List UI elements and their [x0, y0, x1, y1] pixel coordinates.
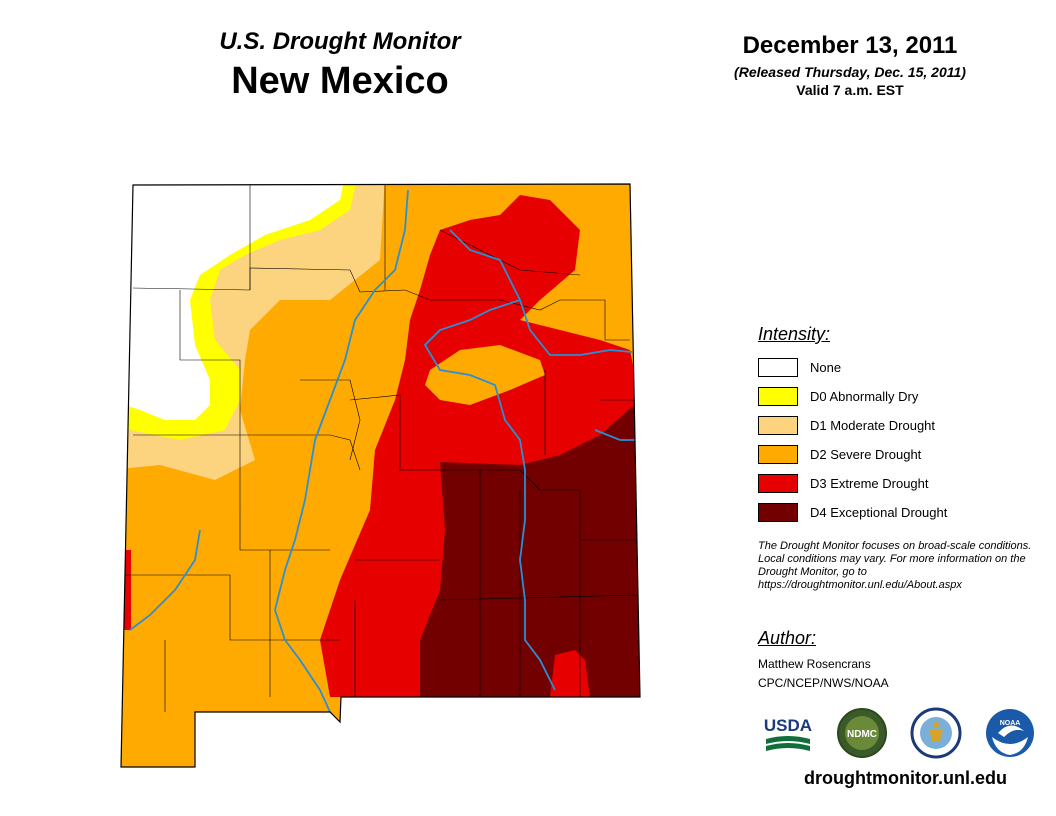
rivers — [129, 189, 638, 713]
legend-rows: None D0 Abnormally Dry D1 Moderate Drought… — [758, 353, 1038, 527]
legend-swatch — [758, 474, 798, 493]
legend-swatch — [758, 416, 798, 435]
site-url: droughtmonitor.unl.edu — [804, 768, 1007, 788]
state-outline — [120, 183, 641, 768]
legend-label: D2 Severe Drought — [810, 447, 922, 462]
zone-d4 — [420, 400, 640, 697]
legend-label: D1 Moderate Drought — [810, 418, 936, 433]
drought-map — [120, 183, 641, 768]
legend-item: None — [758, 353, 1038, 382]
svg-text:NOAA: NOAA — [1000, 720, 1021, 727]
author-org: CPC/NCEP/NWS/NOAA — [758, 676, 889, 690]
county-lines — [125, 185, 640, 712]
legend-swatch — [758, 358, 798, 377]
legend-swatch — [758, 445, 798, 464]
state-title: New Mexico — [231, 60, 449, 102]
logo-row: USDA NDMC NOAA — [762, 707, 1036, 759]
header-right: December 13, 2011 (Released Thursday, De… — [700, 32, 1000, 98]
author-heading: Author: — [758, 628, 817, 648]
usda-logo: USDA — [762, 708, 814, 758]
legend-item: D3 Extreme Drought — [758, 469, 1038, 498]
zone-d2-island — [425, 345, 545, 405]
legend-item: D4 Exceptional Drought — [758, 498, 1038, 527]
legend-label: D0 Abnormally Dry — [810, 389, 919, 404]
legend-heading: Intensity: — [758, 324, 831, 344]
legend-item: D2 Severe Drought — [758, 440, 1038, 469]
release-date: (Released Thursday, Dec. 15, 2011) — [734, 64, 966, 80]
zone-none — [121, 184, 345, 420]
map-date: December 13, 2011 — [742, 32, 958, 59]
commerce-seal-logo — [910, 707, 962, 759]
drought-monitor-note: The Drought Monitor focuses on broad-sca… — [758, 540, 1032, 591]
legend-label: D4 Exceptional Drought — [810, 505, 948, 520]
legend-label: D3 Extreme Drought — [810, 476, 929, 491]
svg-text:NDMC: NDMC — [847, 729, 877, 740]
header-left: U.S. Drought Monitor New Mexico — [150, 28, 530, 103]
legend-swatch — [758, 503, 798, 522]
map-subtitle: U.S. Drought Monitor — [219, 28, 461, 55]
legend: Intensity: None D0 Abnormally Dry D1 Moder… — [758, 324, 1038, 527]
legend-swatch — [758, 387, 798, 406]
valid-time: Valid 7 a.m. EST — [796, 82, 904, 98]
ndmc-logo: NDMC — [836, 708, 888, 758]
legend-item: D0 Abnormally Dry — [758, 382, 1038, 411]
svg-text:USDA: USDA — [764, 716, 812, 735]
zone-d3-west — [121, 550, 131, 630]
author-name: Matthew Rosencrans — [758, 657, 871, 671]
legend-label: None — [810, 360, 842, 375]
noaa-logo: NOAA — [984, 708, 1036, 758]
legend-item: D1 Moderate Drought — [758, 411, 1038, 440]
